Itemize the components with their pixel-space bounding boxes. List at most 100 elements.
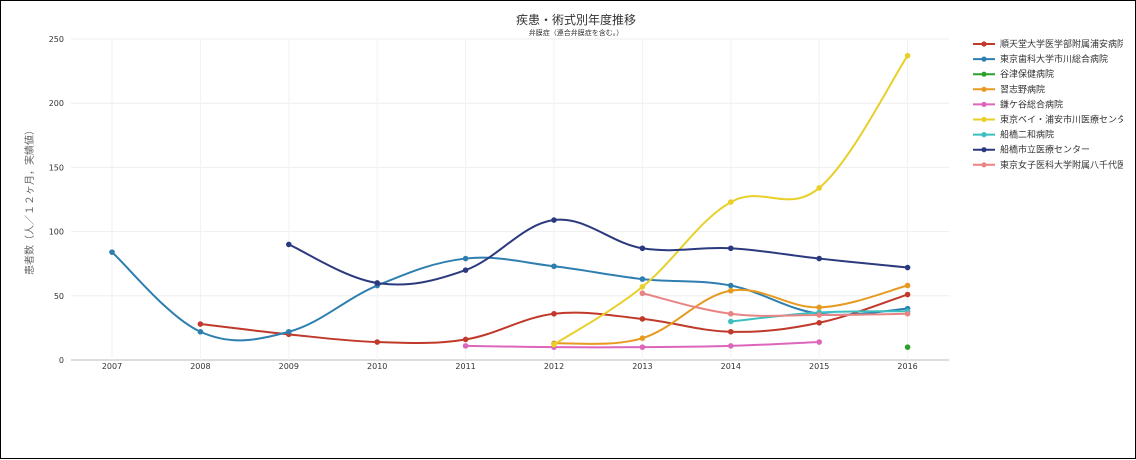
data-point xyxy=(728,343,734,349)
series-3 xyxy=(904,344,911,350)
legend-label: 順天堂大学医学部附属浦安病院 xyxy=(1000,38,1126,50)
legend-swatch-dot xyxy=(981,56,987,62)
legend-swatch-dot xyxy=(981,162,987,168)
data-point xyxy=(197,321,204,327)
data-point xyxy=(904,291,911,298)
legend-label: 船橋市立医療センター xyxy=(1000,144,1090,156)
x-tick-label: 2013 xyxy=(632,362,652,371)
legend-item: 習志野病院 xyxy=(973,83,1045,95)
data-point xyxy=(462,343,469,349)
data-point xyxy=(639,245,646,252)
data-point xyxy=(551,341,557,348)
axis-layer: 0 50 100 150 200 250 2007 2008 2009 2010 2011 2012 2… xyxy=(49,35,918,371)
data-point xyxy=(639,284,646,290)
series-layer xyxy=(109,52,911,350)
data-point xyxy=(728,328,734,335)
chart-title: 疾患・術式別年度推移 xyxy=(516,12,636,27)
legend-label: 鎌ケ谷総合病院 xyxy=(1000,98,1063,110)
legend-label: 東京歯科大学市川総合病院 xyxy=(1000,53,1108,65)
series-1 xyxy=(197,291,911,345)
x-tick-label: 2012 xyxy=(544,362,564,371)
legend-item: 順天堂大学医学部附属浦安病院 xyxy=(973,38,1126,50)
legend-swatch-dot xyxy=(981,71,987,77)
y-tick-label: 50 xyxy=(54,292,64,301)
series-line xyxy=(111,251,908,342)
data-point xyxy=(904,264,911,271)
data-point xyxy=(286,328,292,335)
legend-swatch-dot xyxy=(981,41,987,47)
data-point xyxy=(728,199,734,205)
data-point xyxy=(197,328,204,335)
x-tick-label: 2007 xyxy=(102,362,122,371)
data-point xyxy=(639,344,646,350)
data-point xyxy=(816,312,822,318)
x-tick-label: 2010 xyxy=(367,362,387,371)
legend-swatch-dot xyxy=(981,116,987,123)
y-tick-label: 100 xyxy=(49,228,64,237)
legend-label: 東京ベイ・浦安市川医療センター xyxy=(1000,114,1135,126)
series-5 xyxy=(462,339,822,350)
data-point xyxy=(904,310,911,317)
data-point xyxy=(728,245,734,252)
x-tick-label: 2014 xyxy=(721,362,741,371)
legend-swatch-dot xyxy=(981,101,987,107)
data-point xyxy=(374,339,381,345)
y-tick-label: 0 xyxy=(59,356,64,365)
data-point xyxy=(639,290,646,297)
legend-item: 東京歯科大学市川総合病院 xyxy=(973,53,1108,65)
x-tick-label: 2016 xyxy=(897,362,917,371)
data-point xyxy=(816,319,822,326)
chart-subtitle: 弁膜症（連合弁膜症を含む。） xyxy=(529,28,624,37)
legend: 順天堂大学医学部附属浦安病院東京歯科大学市川総合病院谷津保健病院習志野病院鎌ケ谷… xyxy=(973,38,1136,171)
y-tick-label: 150 xyxy=(49,163,64,172)
series-6 xyxy=(551,52,911,348)
legend-items: 順天堂大学医学部附属浦安病院東京歯科大学市川総合病院谷津保健病院習志野病院鎌ケ谷… xyxy=(973,38,1136,171)
data-point xyxy=(904,282,911,289)
legend-swatch-dot xyxy=(981,86,987,92)
series-line xyxy=(642,292,908,317)
data-point xyxy=(816,339,822,345)
data-point xyxy=(728,287,734,294)
data-point xyxy=(904,344,911,350)
legend-item: 鎌ケ谷総合病院 xyxy=(973,98,1063,110)
data-point xyxy=(462,267,469,273)
data-point xyxy=(462,255,469,262)
data-point xyxy=(728,282,734,289)
data-point xyxy=(551,310,557,317)
data-point xyxy=(728,318,734,325)
legend-item: 東京女子医科大学附属八千代医療センター xyxy=(973,159,1136,171)
legend-swatch-dot xyxy=(981,147,987,153)
data-point xyxy=(904,52,911,59)
data-point xyxy=(639,316,646,322)
data-point xyxy=(551,217,557,223)
legend-item: 東京ベイ・浦安市川医療センター xyxy=(973,114,1135,126)
series-9 xyxy=(639,290,911,318)
y-axis-label: 患者数（人／１２ヶ月，実績値） xyxy=(23,125,36,275)
legend-label: 習志野病院 xyxy=(1000,83,1045,95)
data-point xyxy=(816,255,822,262)
x-tick-label: 2009 xyxy=(279,362,299,371)
series-8 xyxy=(286,217,911,286)
y-tick-label: 200 xyxy=(49,99,64,108)
data-point xyxy=(462,336,469,343)
data-point xyxy=(639,335,646,341)
legend-label: 船橋二和病院 xyxy=(1000,129,1054,141)
legend-item: 谷津保健病院 xyxy=(973,68,1054,80)
legend-label: 東京女子医科大学附属八千代医療センター xyxy=(1000,159,1136,171)
data-point xyxy=(551,263,557,270)
data-point xyxy=(816,304,822,311)
legend-item: 船橋二和病院 xyxy=(973,129,1054,141)
legend-label: 谷津保健病院 xyxy=(1000,68,1054,80)
data-point xyxy=(728,310,734,317)
data-point xyxy=(374,280,381,286)
series-line xyxy=(288,218,908,286)
x-tick-label: 2015 xyxy=(809,362,829,371)
legend-swatch-dot xyxy=(981,132,987,138)
y-tick-label: 250 xyxy=(49,35,64,44)
legend-item: 船橋市立医療センター xyxy=(973,144,1090,156)
data-point xyxy=(109,249,115,255)
x-tick-label: 2008 xyxy=(190,362,210,371)
data-point xyxy=(639,276,646,282)
